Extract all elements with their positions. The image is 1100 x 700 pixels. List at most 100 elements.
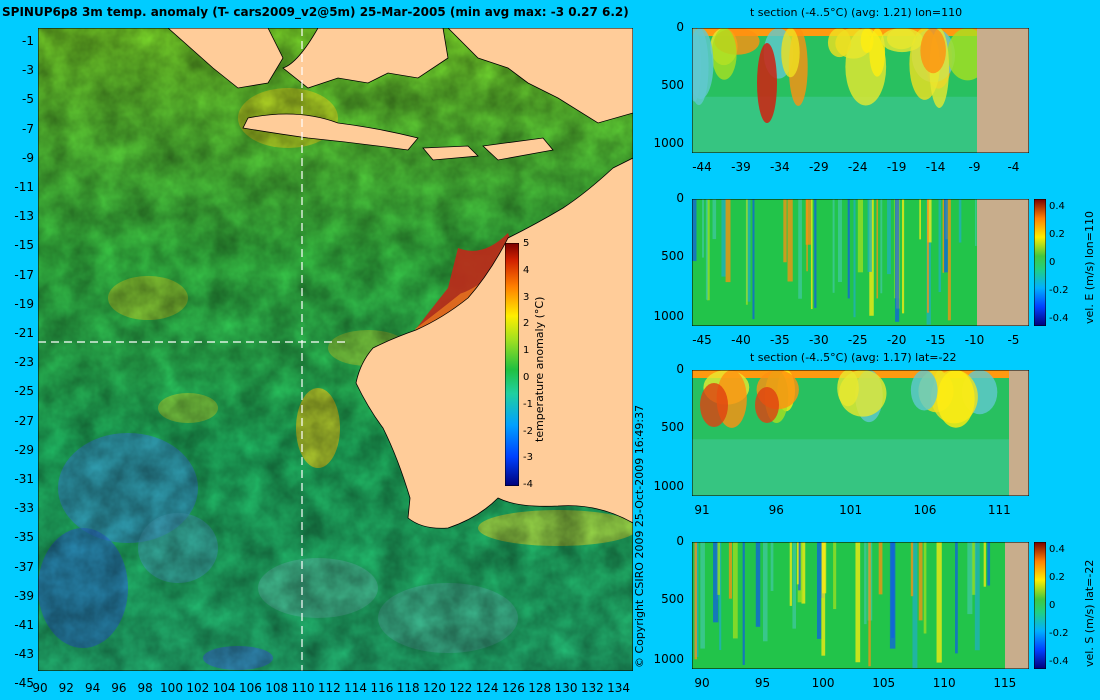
map-plot[interactable]: [38, 28, 633, 671]
map-y-tick: -27: [14, 413, 34, 428]
map-colorbar-tick: 5: [523, 238, 530, 249]
t-section-lon-y-tick: 0: [676, 20, 684, 34]
vel-s-section-colorbar-tick: -0.4: [1049, 656, 1069, 667]
vel-s-section-colorbar-tick: 0.4: [1049, 544, 1065, 555]
map-y-tick: -1: [22, 34, 34, 48]
vel-s-section-colorbar-label: vel. S (m/s) lat=-22: [1083, 559, 1096, 667]
map-x-tick: 132: [580, 681, 604, 695]
vel-s-section-x-tick: 105: [872, 676, 896, 690]
vel-e-section-y-tick: 500: [661, 249, 684, 264]
map-x-tick: 96: [111, 681, 127, 695]
vel-s-section-colorbar: [1034, 542, 1046, 669]
map-y-tick: -31: [14, 472, 34, 486]
t-section-lat-x-tick: 101: [839, 503, 863, 517]
map-colorbar-tick: -4: [523, 479, 533, 491]
t-section-lon-y-tick: 500: [661, 77, 684, 92]
vel-s-section-colorbar-tick: 0.2: [1049, 572, 1065, 583]
vel-e-section-y-tick: 0: [676, 191, 684, 205]
map-x-tick: 104: [212, 681, 236, 695]
t-section-lon-x-tick: -19: [886, 160, 907, 174]
vel-s-section-y-tick: 500: [661, 592, 684, 607]
vel-s-section-x-tick: 95: [754, 676, 771, 690]
t-section-lat-y-tick: 500: [661, 419, 684, 434]
vel-s-section-x-tick: 115: [993, 676, 1017, 690]
vel-e-section-x-tick: -30: [808, 333, 829, 347]
vel-e-section-x-tick: -20: [886, 333, 907, 347]
vel-e-section-x-tick: -40: [731, 333, 751, 347]
vel-e-section-colorbar-tick: -0.2: [1049, 285, 1069, 296]
vel-e-section-x-tick: -10: [964, 333, 985, 347]
map-x-tick: 92: [58, 681, 74, 695]
map-x-tick: 100: [160, 681, 183, 695]
map-colorbar-label: temperature anomaly (°C): [533, 296, 546, 442]
t-section-lat-x-tick: 91: [694, 503, 710, 517]
map-y-tick: -23: [14, 355, 34, 370]
t-section-lat-plot[interactable]: [692, 370, 1029, 496]
map-x-tick: 116: [370, 681, 394, 695]
vel-s-section-colorbar-tick: -0.2: [1049, 628, 1069, 639]
vel-s-section-y-tick: 0: [676, 534, 684, 548]
map-colorbar-tick: -2: [523, 425, 533, 437]
map-y-tick: -19: [14, 296, 34, 311]
vel-e-section-colorbar-tick: -0.4: [1049, 313, 1069, 324]
map-x-tick: 126: [501, 681, 525, 695]
t-section-lon-x-tick: -29: [808, 160, 829, 174]
map-colorbar-tick: -3: [523, 452, 533, 464]
map-y-tick: -3: [22, 63, 34, 78]
map-colorbar-tick: 2: [523, 318, 530, 330]
vel-s-section-x-tick: 110: [932, 676, 956, 690]
t-section-lon-x-tick: -24: [847, 160, 868, 174]
map-x-tick: 118: [396, 681, 420, 695]
vel-s-section-y-tick: 1000: [653, 652, 684, 667]
t-section-lat-title: t section (-4..5°C) (avg: 1.17) lat=-22: [750, 351, 957, 364]
t-section-lat-x-tick: 111: [987, 503, 1011, 517]
map-colorbar-tick: 0: [523, 372, 530, 383]
t-section-lon-x-tick: -34: [770, 160, 790, 174]
map-x-tick: 110: [291, 681, 315, 695]
t-section-lat-x-tick: 106: [913, 503, 937, 517]
map-y-tick: -29: [14, 442, 34, 457]
map-x-tick: 108: [265, 681, 289, 695]
vel-e-section-x-tick: -35: [770, 333, 790, 347]
t-section-lon-x-tick: -44: [692, 160, 712, 174]
t-section-lon-x-tick: -14: [925, 160, 946, 174]
vel-e-section-colorbar: [1034, 199, 1046, 326]
vel-e-section-colorbar-tick: 0.4: [1049, 201, 1065, 212]
map-y-tick: -5: [22, 92, 34, 107]
t-section-lon-title: t section (-4..5°C) (avg: 1.21) lon=110: [750, 6, 963, 19]
vel-s-section-x-tick: 100: [811, 676, 835, 690]
map-y-tick: -37: [14, 559, 34, 574]
map-x-tick: 90: [32, 681, 48, 695]
t-section-lon-x-tick: -39: [731, 160, 751, 174]
vel-e-section-colorbar-tick: 0: [1049, 257, 1056, 268]
vel-e-section-x-tick: -25: [847, 333, 868, 347]
map-x-tick: 130: [554, 681, 578, 695]
map-y-tick: -13: [14, 209, 34, 224]
map-x-tick: 98: [137, 681, 153, 695]
vel-e-section-y-tick: 1000: [653, 309, 684, 324]
t-section-lat-x-tick: 96: [768, 503, 784, 517]
land-australia: [355, 157, 633, 529]
map-y-tick: -9: [22, 150, 34, 165]
t-section-lon-plot[interactable]: [692, 28, 1029, 153]
vel-s-section-x-tick: 90: [694, 676, 710, 690]
map-x-tick: 134: [607, 681, 631, 695]
t-section-lon-y-tick: 1000: [653, 136, 684, 151]
copyright-text: © Copyright CSIRO 2009 25-Oct-2009 16:49…: [633, 404, 646, 668]
vel-e-section-plot[interactable]: [692, 199, 1029, 326]
map-x-tick: 124: [475, 681, 499, 695]
vel-s-section-plot[interactable]: [692, 542, 1029, 669]
map-colorbar-tick: -1: [523, 398, 533, 410]
map-y-tick: -35: [14, 530, 34, 545]
land-indonesia: [167, 28, 633, 161]
vel-e-section-x-tick: -15: [925, 333, 946, 347]
map-y-tick: -17: [14, 267, 34, 282]
map-y-tick: -45: [14, 676, 34, 691]
map-x-tick: 114: [344, 681, 368, 695]
vel-e-section-x-tick: -45: [692, 333, 712, 347]
vel-e-section-colorbar-label: vel. E (m/s) lon=110: [1083, 211, 1096, 324]
map-x-tick: 112: [317, 681, 341, 695]
vel-s-section-colorbar-tick: 0: [1049, 600, 1056, 611]
map-x-tick: 106: [238, 681, 262, 695]
map-y-tick: -43: [14, 647, 34, 662]
